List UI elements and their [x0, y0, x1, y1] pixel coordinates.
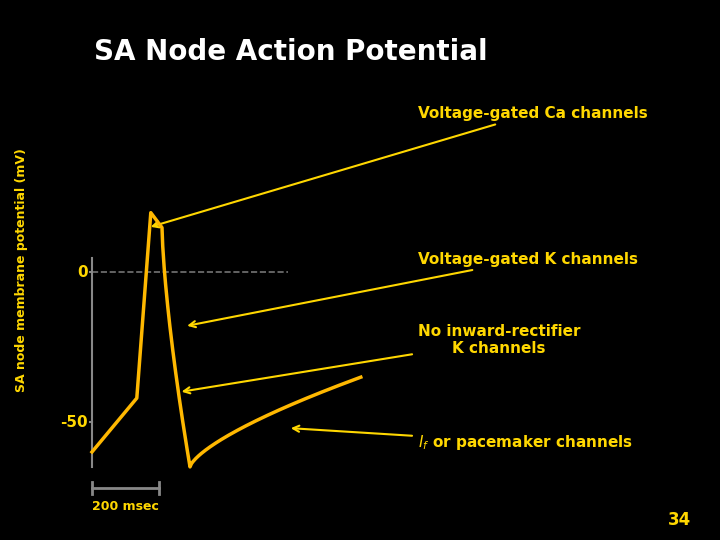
- Text: 34: 34: [668, 511, 691, 529]
- Text: SA node membrane potential (mV): SA node membrane potential (mV): [15, 148, 28, 392]
- Text: 0: 0: [77, 265, 88, 280]
- Text: SA Node Action Potential: SA Node Action Potential: [94, 38, 487, 66]
- Text: Voltage-gated K channels: Voltage-gated K channels: [189, 252, 638, 327]
- Text: -50: -50: [60, 415, 88, 429]
- Text: No inward-rectifier
K channels: No inward-rectifier K channels: [184, 324, 580, 393]
- Text: $I_f$ or pacemaker channels: $I_f$ or pacemaker channels: [293, 426, 633, 453]
- Text: Voltage-gated Ca channels: Voltage-gated Ca channels: [153, 106, 647, 227]
- Text: 200 msec: 200 msec: [92, 500, 159, 513]
